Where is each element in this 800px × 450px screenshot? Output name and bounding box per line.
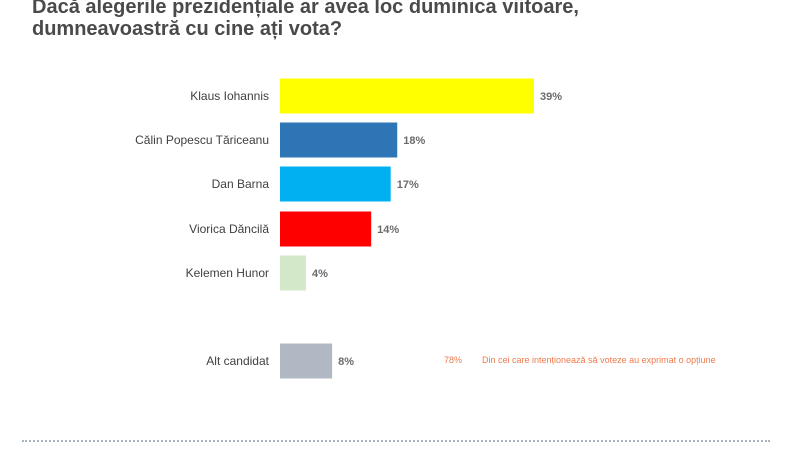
category-label-klaus-iohannis: Klaus Iohannis xyxy=(190,89,269,103)
category-label-alt-candidat: Alt candidat xyxy=(206,354,269,368)
bar-klaus-iohannis xyxy=(280,78,534,114)
chart-title: Dacă alegerile prezidențiale ar avea loc… xyxy=(32,0,792,40)
bar-alt-candidat xyxy=(280,343,333,379)
bar-calin-popescu-tariceanu xyxy=(280,122,398,158)
category-label-viorica-dancila: Viorica Dăncilă xyxy=(189,222,269,236)
value-label-viorica-dancila: 14% xyxy=(377,224,399,236)
value-label-calin-popescu-tariceanu: 18% xyxy=(403,135,425,147)
category-label-kelemen-hunor: Kelemen Hunor xyxy=(186,266,269,280)
value-label-kelemen-hunor: 4% xyxy=(312,268,328,280)
bar-kelemen-hunor xyxy=(280,255,307,291)
chart-title-line-1: Dacă alegerile prezidențiale ar avea loc… xyxy=(32,0,579,18)
annotation-percent: 78% xyxy=(444,355,463,365)
bar-viorica-dancila xyxy=(280,211,372,247)
value-label-dan-barna: 17% xyxy=(397,179,419,191)
category-label-calin-popescu-tariceanu: Călin Popescu Tăriceanu xyxy=(135,133,269,147)
value-label-klaus-iohannis: 39% xyxy=(540,91,562,103)
category-label-dan-barna: Dan Barna xyxy=(212,177,270,191)
footer-divider xyxy=(22,440,770,442)
value-label-alt-candidat: 8% xyxy=(338,356,354,368)
bar-dan-barna xyxy=(280,166,391,202)
annotation-text: Din cei care intenționează să voteze au … xyxy=(482,355,716,365)
chart-title-line-2: dumneavoastră cu cine ați vota? xyxy=(32,18,343,40)
